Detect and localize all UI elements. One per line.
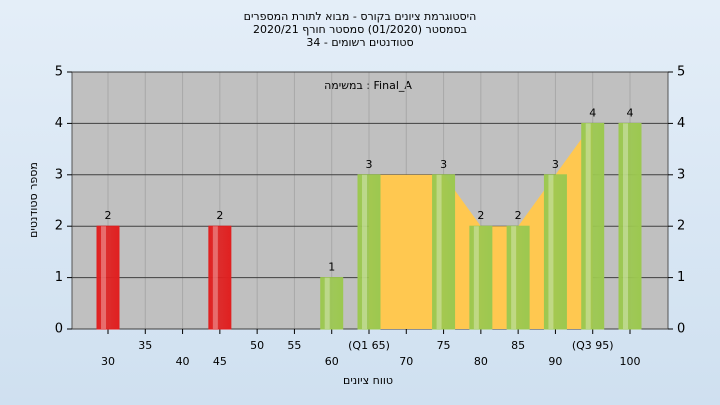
bar	[543, 174, 567, 330]
x-tick-label: 100	[620, 355, 641, 368]
bar	[432, 174, 456, 330]
chart-subtitle: בסמסטר (01/2020) סמסטר חורף 2020/21	[253, 23, 467, 36]
x-tick-label: 75	[437, 339, 451, 352]
value-label: 2	[515, 209, 522, 222]
x-tick-label: 55	[287, 339, 301, 352]
bar-shine	[212, 226, 218, 329]
x-tick-label: 60	[325, 355, 339, 368]
value-label: 4	[589, 106, 596, 119]
bar	[469, 225, 493, 330]
x-tick-label: 50	[250, 339, 264, 352]
x-tick-label: 45	[213, 355, 227, 368]
x-tick-label: (Q3 95)	[572, 339, 614, 352]
y-tick-label: 1	[55, 270, 63, 285]
bar-shine	[548, 174, 554, 329]
bar	[506, 225, 530, 330]
value-label: 4	[627, 106, 634, 119]
bar-shine	[362, 174, 367, 329]
value-label: 1	[328, 261, 335, 274]
bar	[96, 225, 120, 330]
y2-tick-label: 1	[677, 270, 685, 285]
bar-shine	[101, 226, 106, 329]
bar-shine	[473, 226, 479, 329]
y-tick-label: 5	[55, 65, 63, 80]
y-tick-label: 3	[55, 167, 63, 182]
bar	[618, 122, 642, 330]
bar-shine	[324, 277, 330, 329]
value-label: 2	[477, 209, 484, 222]
y-tick-label: 2	[55, 219, 63, 234]
chart-subtitle: 34 - סטודנטים רשומים	[306, 36, 413, 49]
annotation: במשימה : Final_A	[324, 79, 412, 92]
bar-shine	[436, 174, 442, 329]
x-tick-label: 35	[138, 339, 152, 352]
x-tick-label: 80	[474, 355, 488, 368]
bar-shine	[623, 123, 628, 330]
y-tick-label: 0	[55, 322, 63, 337]
y2-tick-label: 5	[677, 65, 685, 80]
value-label: 3	[366, 158, 373, 171]
value-label: 2	[216, 209, 223, 222]
y-axis-label: מספר סטודנטים	[27, 162, 40, 238]
x-tick-label: (Q1 65)	[348, 339, 390, 352]
y2-tick-label: 2	[677, 219, 685, 234]
value-label: 2	[105, 209, 112, 222]
bar	[357, 174, 381, 330]
value-label: 3	[552, 158, 559, 171]
x-tick-label: 30	[101, 355, 115, 368]
y-tick-label: 4	[55, 116, 63, 131]
y2-tick-label: 0	[677, 322, 685, 337]
y2-tick-label: 4	[677, 116, 685, 131]
x-tick-label: 70	[399, 355, 413, 368]
bar-shine	[511, 226, 517, 329]
chart-title: היסטוגרמת ציונים בקורס - מבוא לתורת המספ…	[244, 10, 477, 23]
x-axis-label: טווח ציונים	[343, 374, 393, 387]
bar	[581, 122, 605, 330]
bar	[208, 225, 232, 330]
bar-shine	[585, 123, 591, 330]
x-tick-label: 90	[548, 355, 562, 368]
x-tick-label: 40	[176, 355, 190, 368]
value-label: 3	[440, 158, 447, 171]
x-tick-label: 85	[511, 339, 525, 352]
bar	[320, 277, 344, 330]
y2-tick-label: 3	[677, 167, 685, 182]
